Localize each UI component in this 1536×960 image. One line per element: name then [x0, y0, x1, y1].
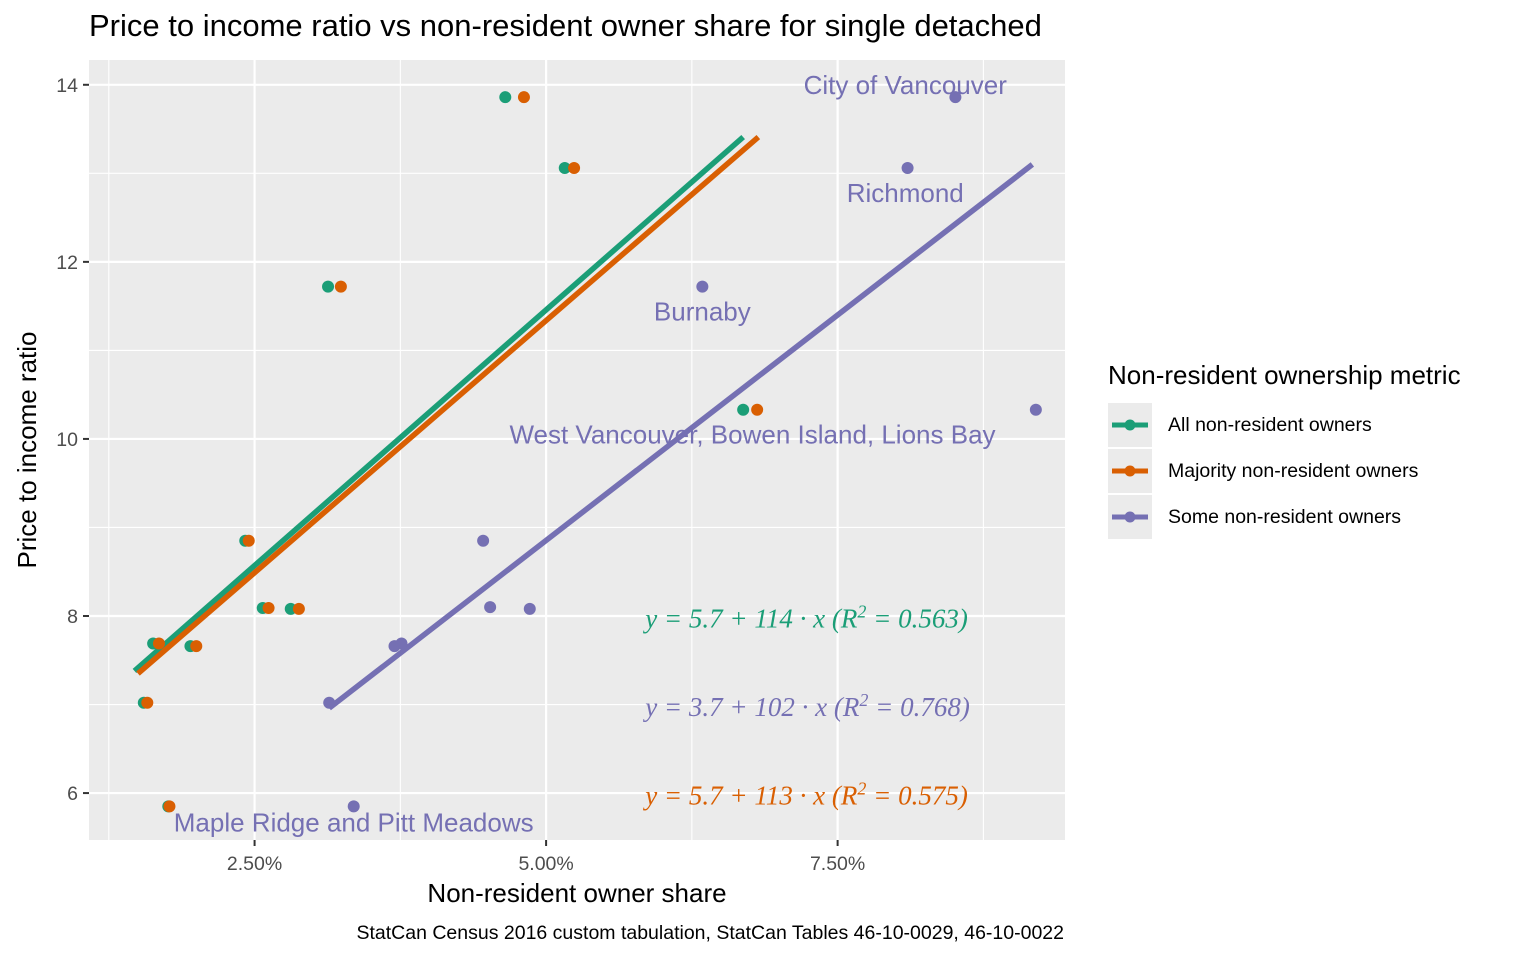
data-point — [334, 280, 347, 293]
axes: 2.50% 5.00% 7.50% 6 8 10 12 14 — [56, 75, 865, 875]
equation-part: y = — [642, 604, 689, 634]
data-point — [523, 602, 536, 615]
grid-major — [89, 60, 1065, 840]
data-point — [517, 91, 530, 104]
equation-part: ) — [959, 692, 970, 722]
point-label: West Vancouver, Bowen Island, Lions Bay — [509, 420, 995, 450]
grid-minor — [89, 60, 1065, 840]
equation-part: + — [723, 604, 755, 634]
data-point — [163, 800, 176, 813]
x-tick-label: 2.50% — [227, 853, 282, 875]
data-point — [323, 696, 336, 709]
legend-item: Majority non-resident owners — [1108, 448, 1461, 494]
point-label: Burnaby — [654, 296, 751, 326]
equation-part: 114 — [754, 604, 793, 634]
point-labels: City of Vancouver Richmond Burnaby West Van… — [174, 70, 1007, 838]
equation-part: = — [866, 604, 898, 634]
legend-label: Majority non-resident owners — [1168, 459, 1419, 482]
equation-part: + — [723, 781, 755, 811]
legend-item: All non-resident owners — [1108, 402, 1461, 448]
equation-part: · x (R — [793, 604, 858, 634]
equation-part: 3.7 — [688, 692, 724, 722]
y-tick-label: 6 — [67, 783, 78, 805]
data-points — [137, 91, 1042, 813]
data-point — [1029, 403, 1042, 416]
fit-line — [136, 134, 761, 676]
data-point — [262, 602, 275, 615]
legend-key — [1108, 495, 1152, 539]
equation-part: + — [723, 692, 755, 722]
equation-part: y = — [642, 692, 689, 722]
equation-part: 2 — [857, 779, 866, 799]
y-tick-label: 8 — [67, 606, 78, 628]
equation-part: ) — [957, 604, 968, 634]
equation-part: 5.7 — [689, 604, 724, 634]
data-point — [322, 280, 335, 293]
chart-caption: StatCan Census 2016 custom tabulation, S… — [356, 922, 1064, 944]
legend-item: Some non-resident owners — [1108, 494, 1461, 540]
point-label: Richmond — [847, 178, 964, 208]
equation-part: 113 — [754, 781, 793, 811]
legend-label: Some non-resident owners — [1168, 505, 1402, 528]
data-point — [152, 637, 165, 650]
data-point — [141, 696, 154, 709]
data-point — [347, 800, 360, 813]
equation-part: 0.575 — [898, 781, 959, 811]
equation-part: 0.563 — [898, 604, 959, 634]
data-point — [292, 602, 305, 615]
equation-part: = — [866, 781, 898, 811]
equation-part: · x (R — [795, 692, 860, 722]
y-tick-label: 14 — [56, 75, 78, 97]
plot-panel — [89, 60, 1065, 840]
point-label: City of Vancouver — [804, 70, 1008, 100]
legend-key — [1108, 403, 1152, 447]
equation-part: ) — [957, 781, 968, 811]
data-point — [901, 162, 914, 175]
data-point — [484, 601, 497, 614]
equation-label: y = 5.7 + 113 · x (R2 = 0.575) — [642, 779, 968, 811]
data-point — [477, 534, 490, 547]
equation-part: 2 — [859, 690, 868, 710]
equation-label: y = 3.7 + 102 · x (R2 = 0.768) — [642, 690, 970, 722]
chart-title: Price to income ratio vs non-resident ow… — [89, 8, 1042, 43]
equation-part: · x (R — [793, 781, 858, 811]
data-point — [499, 91, 512, 104]
equation-part: 2 — [857, 602, 866, 622]
x-tick-label: 7.50% — [810, 853, 865, 875]
y-tick-label: 12 — [56, 252, 78, 274]
equation-part: 102 — [754, 692, 795, 722]
legend-key — [1108, 449, 1152, 493]
fit-line — [132, 134, 745, 673]
data-point — [395, 637, 408, 650]
legend-label: All non-resident owners — [1168, 413, 1372, 436]
equation-part: 5.7 — [689, 781, 724, 811]
legend-items: All non-resident owners Majority non-resi… — [1108, 402, 1461, 540]
equation-label: y = 5.7 + 114 · x (R2 = 0.563) — [642, 602, 968, 634]
x-axis-label: Non-resident owner share — [427, 878, 726, 908]
data-point — [558, 162, 571, 175]
data-point — [751, 403, 764, 416]
y-axis-label: Price to income ratio — [12, 332, 42, 569]
data-point — [949, 91, 962, 104]
data-point — [696, 280, 709, 293]
legend-title: Non-resident ownership metric — [1108, 360, 1461, 390]
point-label: Maple Ridge and Pitt Meadows — [174, 807, 534, 837]
data-point — [242, 534, 255, 547]
fit-line — [327, 162, 1035, 711]
data-point — [568, 162, 581, 175]
equation-part: 0.768 — [900, 692, 961, 722]
y-tick-label: 10 — [56, 429, 78, 451]
data-point — [737, 403, 750, 416]
legend: Non-resident ownership metric All non-re… — [1108, 360, 1461, 540]
fit-lines — [132, 134, 1035, 711]
equation-part: = — [868, 692, 900, 722]
regression-equations: y = 5.7 + 114 · x (R2 = 0.563)y = 3.7 + … — [642, 602, 970, 811]
x-tick-label: 5.00% — [518, 853, 573, 875]
equation-part: y = — [642, 781, 689, 811]
data-point — [190, 640, 203, 653]
